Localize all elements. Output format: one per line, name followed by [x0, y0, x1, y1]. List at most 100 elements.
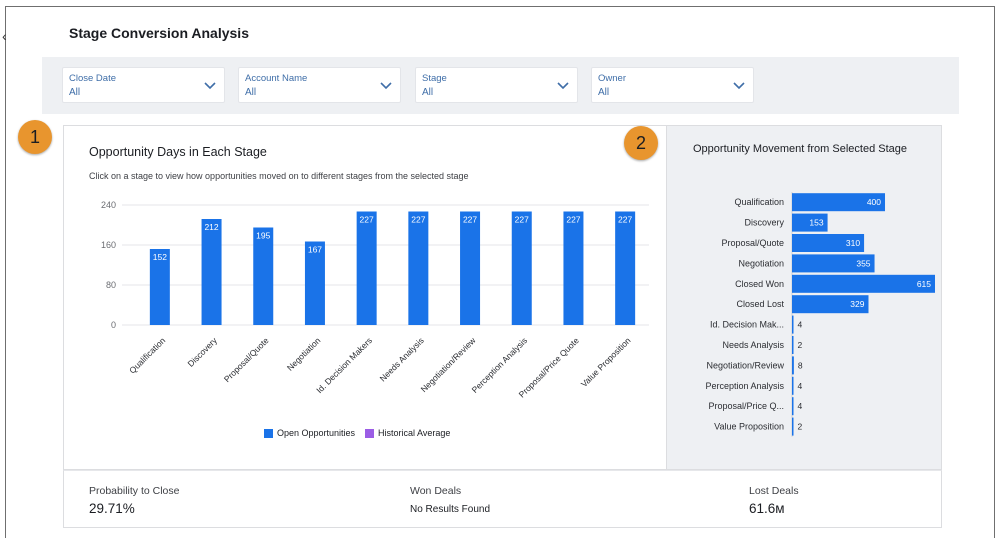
bar[interactable] — [304, 241, 325, 326]
chevron-down-icon[interactable] — [380, 80, 392, 90]
stat-won-deals: Won Deals No Results Found — [410, 485, 490, 515]
opportunity-movement-chart[interactable]: Qualification 400 Discovery 153 Proposal/Quo… — [667, 126, 942, 471]
filter-label: Owner — [598, 73, 626, 84]
chevron-down-icon[interactable] — [204, 80, 216, 90]
filter-value: All — [245, 87, 257, 98]
bar-value-label: 152 — [153, 252, 167, 262]
legend-item-historical[interactable]: Historical Average — [365, 428, 450, 438]
chart-subtitle: Click on a stage to view how opportuniti… — [89, 171, 469, 181]
summary-stats-card: Probability to Close 29.71% Won Deals No… — [63, 470, 942, 528]
y-tick-label: 240 — [101, 200, 116, 210]
filter-value: All — [69, 87, 81, 98]
y-tick-label: Id. Decision Mak... — [710, 320, 784, 330]
bar[interactable] — [792, 376, 794, 395]
stat-value: No Results Found — [410, 504, 491, 515]
chart-legend: Open Opportunities Historical Average — [264, 428, 460, 438]
bar-value-label: 615 — [917, 279, 931, 289]
y-tick-label: Proposal/Quote — [721, 238, 784, 248]
y-tick-label: Proposal/Price Q... — [708, 401, 784, 411]
filter-label: Stage — [422, 73, 447, 84]
page-title: Stage Conversion Analysis — [69, 25, 249, 41]
opportunity-days-chart[interactable]: 0 80 160 240 152 Qualification 212 Discovery 195… — [64, 126, 668, 426]
bar[interactable] — [511, 211, 532, 326]
bar-value-label: 4 — [798, 401, 803, 411]
y-tick-label: Discovery — [744, 218, 784, 228]
x-tick-label: Qualification — [127, 335, 167, 375]
stat-lost-deals: Lost Deals 61.6м — [749, 485, 799, 516]
legend-label: Open Opportunities — [277, 428, 356, 438]
bar[interactable] — [792, 274, 935, 293]
filter-stage[interactable]: Stage All — [415, 67, 578, 103]
stat-label: Won Deals — [410, 485, 462, 497]
legend-label: Historical Average — [378, 428, 451, 438]
bar-value-label: 355 — [856, 258, 870, 268]
bar[interactable] — [408, 211, 429, 326]
stat-label: Probability to Close — [89, 485, 180, 497]
corner-mark: ‹ — [2, 28, 7, 44]
chart-title: Opportunity Movement from Selected Stage — [693, 143, 907, 155]
bar[interactable] — [792, 417, 794, 436]
bar[interactable] — [792, 336, 794, 354]
y-tick-label: Qualification — [734, 197, 784, 207]
bar[interactable] — [356, 211, 377, 326]
chevron-down-icon[interactable] — [733, 80, 745, 90]
bar[interactable] — [792, 397, 794, 416]
bar-value-label: 227 — [618, 215, 632, 225]
legend-item-open[interactable]: Open Opportunities — [264, 428, 355, 438]
x-tick-label: Value Proposition — [579, 335, 633, 389]
bar-value-label: 310 — [846, 238, 860, 248]
bar[interactable] — [253, 227, 274, 326]
bar-value-label: 2 — [798, 422, 803, 432]
y-tick-label: Value Proposition — [714, 422, 784, 432]
bar-value-label: 227 — [360, 215, 374, 225]
x-tick-label: Discovery — [186, 335, 220, 369]
x-tick-label: Negotiation — [285, 335, 323, 373]
chevron-down-icon[interactable] — [557, 80, 569, 90]
x-tick-label: Negotiation/Review — [419, 335, 478, 394]
y-tick-label: Closed Won — [735, 279, 784, 289]
bar-value-label: 4 — [798, 320, 803, 330]
bar[interactable] — [792, 295, 869, 314]
stat-value: 29.71% — [89, 501, 135, 516]
bar[interactable] — [149, 249, 170, 325]
stat-value: 61.6м — [749, 501, 785, 516]
legend-swatch — [264, 428, 273, 438]
step-badge-two: 2 — [624, 126, 658, 160]
stat-label: Lost Deals — [749, 485, 799, 497]
bar[interactable] — [563, 211, 584, 326]
step-badge-one: 1 — [18, 120, 52, 154]
x-tick-label: Perception Analysis — [470, 335, 530, 395]
x-tick-label: Id. Decision Makers — [314, 335, 374, 395]
x-tick-label: Needs Analysis — [378, 335, 426, 383]
filter-account-name[interactable]: Account Name All — [238, 67, 401, 103]
y-tick-label: Negotiation/Review — [706, 360, 784, 370]
bar[interactable] — [460, 211, 481, 326]
bar-value-label: 400 — [867, 197, 881, 207]
x-tick-label: Proposal/Quote — [222, 335, 271, 384]
filter-owner[interactable]: Owner All — [591, 67, 754, 103]
y-tick-label: Needs Analysis — [722, 340, 784, 350]
bar[interactable] — [201, 219, 222, 325]
y-tick-label: 0 — [111, 320, 116, 330]
bar-value-label: 153 — [809, 218, 823, 228]
bar-value-label: 195 — [256, 231, 270, 241]
bar[interactable] — [792, 213, 828, 232]
chart-title: Opportunity Days in Each Stage — [89, 145, 267, 159]
bar[interactable] — [615, 211, 636, 326]
filter-close-date[interactable]: Close Date All — [62, 67, 225, 103]
bar[interactable] — [792, 234, 865, 252]
y-tick-label: 80 — [106, 280, 116, 290]
bar[interactable] — [792, 315, 794, 334]
bar-value-label: 4 — [798, 381, 803, 391]
filter-value: All — [598, 87, 610, 98]
bar-value-label: 227 — [566, 215, 580, 225]
bar[interactable] — [792, 193, 886, 212]
bar-value-label: 2 — [798, 340, 803, 350]
bar[interactable] — [792, 356, 794, 375]
bar[interactable] — [792, 254, 875, 273]
window-frame — [5, 6, 995, 538]
y-tick-label: 160 — [101, 240, 116, 250]
y-tick-label: Negotiation — [738, 258, 784, 268]
bar-value-label: 329 — [850, 299, 864, 309]
bar-value-label: 212 — [204, 222, 218, 232]
